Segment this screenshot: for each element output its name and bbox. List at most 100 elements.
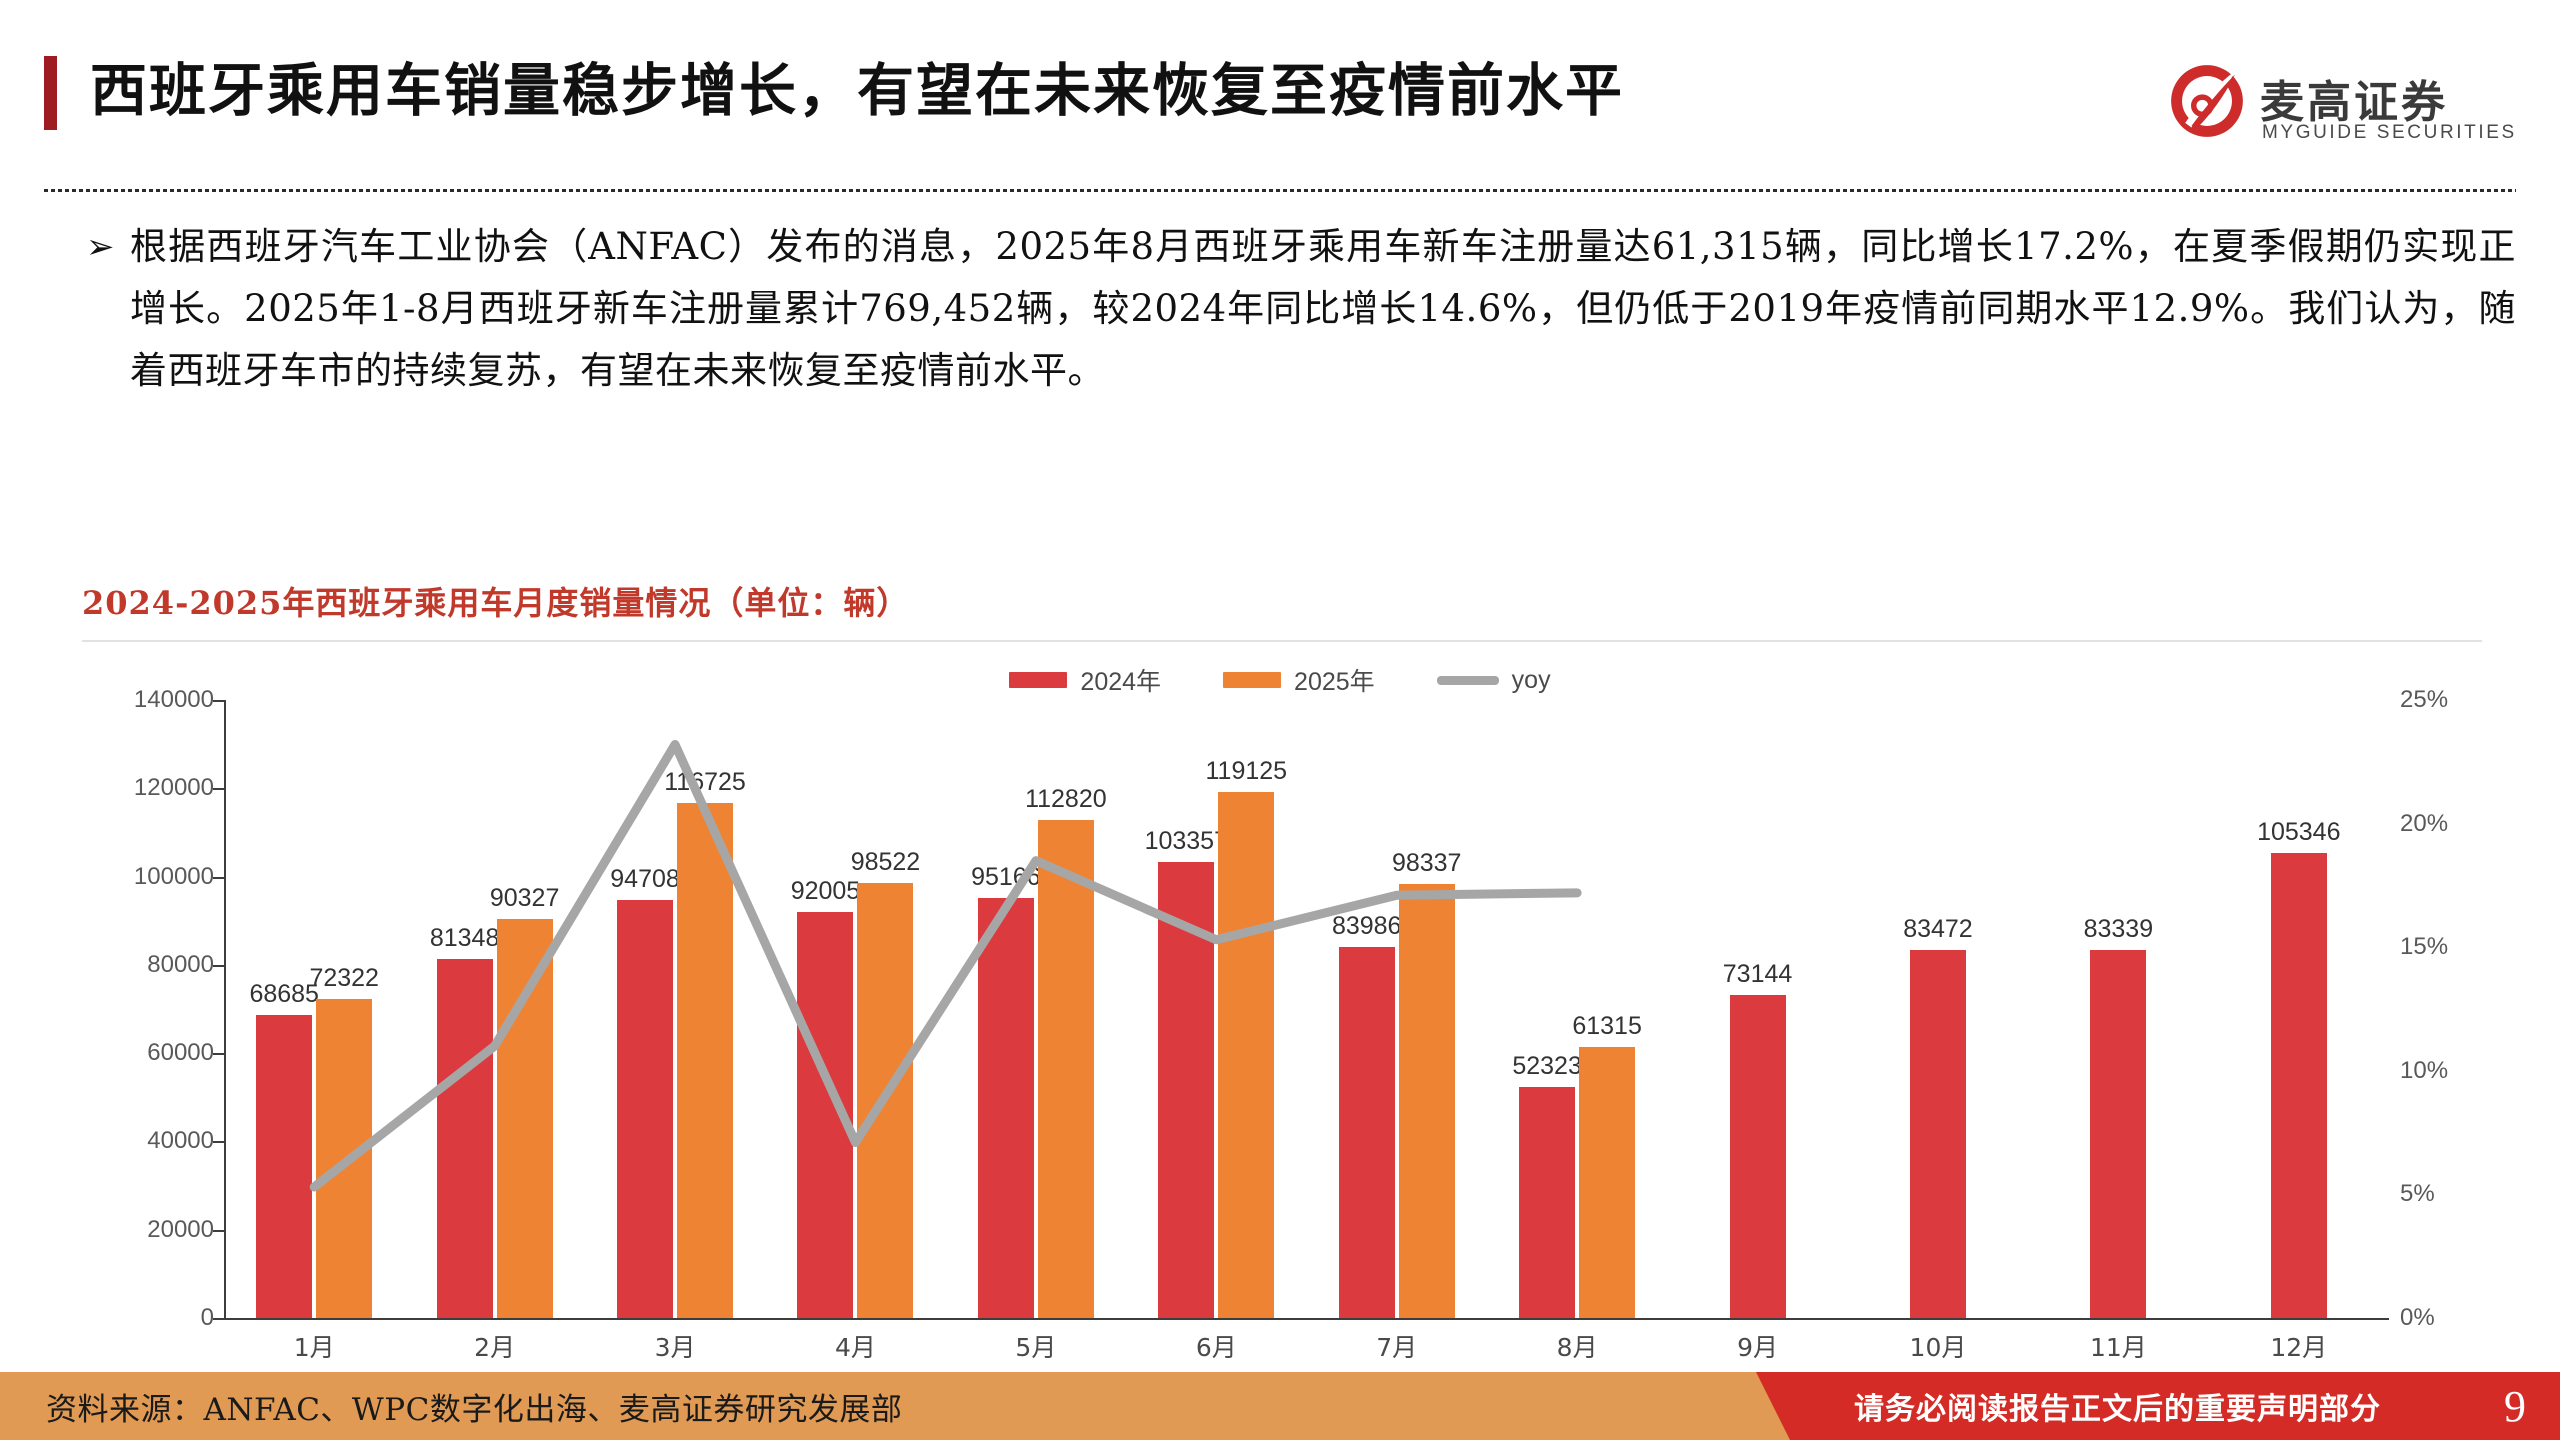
footer-source-text: 资料来源：ANFAC、WPC数字化出海、麦高证券研究发展部 xyxy=(46,1391,903,1428)
bar-2024 xyxy=(2090,950,2147,1318)
bar-value-label-2024: 73144 xyxy=(1722,960,1793,989)
bar-value-label-2025: 72322 xyxy=(309,963,379,992)
bar-value-label-2025: 61315 xyxy=(1572,1012,1642,1041)
plot-canvas: 68685 72322 81348 90327 94708 116725 92005 9852… xyxy=(213,700,2389,1320)
legend-label-yoy: yoy xyxy=(1511,665,1551,694)
y-axis-tick-label: 60000 xyxy=(147,1039,214,1067)
bar-group: 52323 61315 xyxy=(1487,700,1667,1318)
chart-legend: 2024年 2025年 yoy xyxy=(0,662,2560,698)
bar-value-label-2025: 98337 xyxy=(1391,848,1462,877)
y-axis-tick xyxy=(213,1053,224,1056)
logo-company-name-en: MYGUIDE SECURITIES xyxy=(2262,122,2517,143)
x-axis-tick-label: 12月 xyxy=(2270,1333,2328,1362)
bar-2024 xyxy=(977,897,1034,1318)
bar-value-label-2025: 112820 xyxy=(1025,784,1107,813)
legend-label-2024: 2024年 xyxy=(1080,668,1162,696)
x-axis-tick-label: 10月 xyxy=(1909,1333,1967,1362)
bar-2024 xyxy=(2270,852,2327,1318)
y-axis-left-labels: 0 20000 40000 60000 80000 100000 120000 140000 xyxy=(96,686,214,1331)
legend-label-2025: 2025年 xyxy=(1294,668,1375,696)
y-axis-tick xyxy=(213,700,224,702)
bar-group: 68685 72322 xyxy=(224,700,404,1318)
bar-2025 xyxy=(1398,883,1455,1318)
bar-value-label-2025: 116725 xyxy=(664,767,746,796)
bar-2025 xyxy=(496,919,553,1318)
bar-2025 xyxy=(677,802,734,1318)
bar-2025 xyxy=(1218,792,1275,1318)
logo-swoosh-icon xyxy=(2171,65,2243,137)
bar-2024 xyxy=(1519,1087,1576,1318)
bar-2024 xyxy=(617,899,674,1318)
body-text-block: ➢ 根据西班牙汽车工业协会（ANFAC）发布的消息，2025年8月西班牙乘用车新… xyxy=(86,216,2516,402)
bar-value-label-2024: 81348 xyxy=(429,923,500,952)
y-axis-tick xyxy=(213,1141,224,1144)
header-divider xyxy=(44,189,2516,192)
bar-value-label-2024: 103357 xyxy=(1144,826,1228,855)
bar-2024 xyxy=(1338,947,1395,1318)
y-axis-tick-label: 140000 xyxy=(133,686,214,713)
legend-item-yoy: yoy xyxy=(1436,665,1551,695)
legend-line-yoy xyxy=(1436,675,1499,685)
y-axis-tick xyxy=(213,1229,224,1232)
bar-group: 83339 xyxy=(2028,700,2208,1318)
yoy-line-series xyxy=(309,739,1582,1192)
bar-group: 81348 90327 xyxy=(404,700,584,1318)
bar-value-label-2024: 105346 xyxy=(2257,817,2341,846)
x-axis-line xyxy=(224,1318,2389,1320)
footer-disclaimer-bar: 请务必阅读报告正文后的重要声明部分 9 xyxy=(1756,1372,2560,1440)
y-axis-right-labels: 0% 5% 10% 15% 20% 25% xyxy=(2400,686,2510,1331)
y-axis-tick-label: 40000 xyxy=(147,1127,214,1155)
bar-value-label-2024: 52323 xyxy=(1512,1052,1582,1081)
bar-2024 xyxy=(1729,995,1786,1318)
x-axis-tick-label: 7月 xyxy=(1376,1333,1418,1362)
bar-value-label-2024: 92005 xyxy=(790,876,861,905)
bar-value-label-2024: 83339 xyxy=(2083,915,2154,944)
y-axis-tick xyxy=(213,876,224,879)
x-axis-tick-label: 4月 xyxy=(835,1333,876,1362)
x-axis-tick-label: 11月 xyxy=(2089,1333,2147,1362)
yoy-polyline xyxy=(309,739,1582,1192)
x-axis-tick-label: 6月 xyxy=(1195,1333,1237,1362)
bar-group: 83986 98337 xyxy=(1307,700,1487,1318)
x-axis-tick-label: 9月 xyxy=(1737,1333,1778,1362)
bar-value-label-2024: 83472 xyxy=(1903,914,1973,943)
bar-value-label-2025: 119125 xyxy=(1205,757,1288,786)
legend-item-2024: 2024年 xyxy=(1009,662,1161,698)
y-axis-tick-label: 100000 xyxy=(133,862,214,890)
page-number: 9 xyxy=(2504,1381,2526,1431)
bar-value-label-2025: 98522 xyxy=(850,848,921,877)
slide-footer: 资料来源：ANFAC、WPC数字化出海、麦高证券研究发展部 请务必阅读报告正文后… xyxy=(0,1372,2560,1440)
bar-value-label-2024: 83986 xyxy=(1331,912,1402,941)
bullet-arrow-icon: ➢ xyxy=(86,227,115,267)
legend-item-2025: 2025年 xyxy=(1223,662,1375,698)
bar-group: 73144 xyxy=(1667,700,1847,1318)
chart-title: 2024-2025年西班牙乘用车月度销量情况（单位：辆） xyxy=(82,584,910,622)
bar-group: 105346 xyxy=(2209,700,2389,1318)
y2-axis-tick-label: 25% xyxy=(2400,686,2449,713)
legend-swatch-2024 xyxy=(1009,672,1068,688)
y2-axis-tick-label: 20% xyxy=(2400,809,2449,837)
bar-series-container: 68685 72322 81348 90327 94708 116725 92005 9852… xyxy=(224,700,2389,1318)
bar-group: 95166 112820 xyxy=(946,700,1126,1318)
page-title: 西班牙乘用车销量稳步增长，有望在未来恢复至疫情前水平 xyxy=(90,57,1624,124)
bar-2024 xyxy=(1909,949,1966,1318)
x-axis-tick-label: 1月 xyxy=(293,1333,335,1362)
y-axis-tick xyxy=(213,788,224,791)
bullet-paragraph-text: 根据西班牙汽车工业协会（ANFAC）发布的消息，2025年8月西班牙乘用车新车注… xyxy=(130,225,2516,392)
y-axis-tick-label: 0 xyxy=(200,1304,214,1331)
company-logo: 麦高证券 MYGUIDE SECURITIES xyxy=(2168,52,2514,160)
y2-axis-tick-label: 5% xyxy=(2400,1180,2435,1208)
bar-value-label-2024: 68685 xyxy=(249,979,319,1008)
legend-swatch-2025 xyxy=(1223,672,1282,688)
x-axis-tick-label: 8月 xyxy=(1556,1333,1598,1362)
chart-divider xyxy=(82,640,2482,642)
x-axis-tick-label: 5月 xyxy=(1015,1333,1057,1362)
bar-2025 xyxy=(1037,819,1094,1318)
bar-group: 103357 119125 xyxy=(1126,700,1306,1318)
bar-value-label-2025: 90327 xyxy=(489,884,560,913)
slide-header: 西班牙乘用车销量稳步增长，有望在未来恢复至疫情前水平 麦高证券 MYGUIDE … xyxy=(0,48,2560,158)
bar-group: 83472 xyxy=(1848,700,2028,1318)
logo-company-name-cn: 麦高证券 xyxy=(2260,77,2448,128)
x-axis-tick-label: 2月 xyxy=(474,1333,516,1362)
x-axis-labels: 1月 2月 3月 4月 5月 6月 7月 8月 9月 10月 11月 12月 xyxy=(224,1328,2389,1380)
